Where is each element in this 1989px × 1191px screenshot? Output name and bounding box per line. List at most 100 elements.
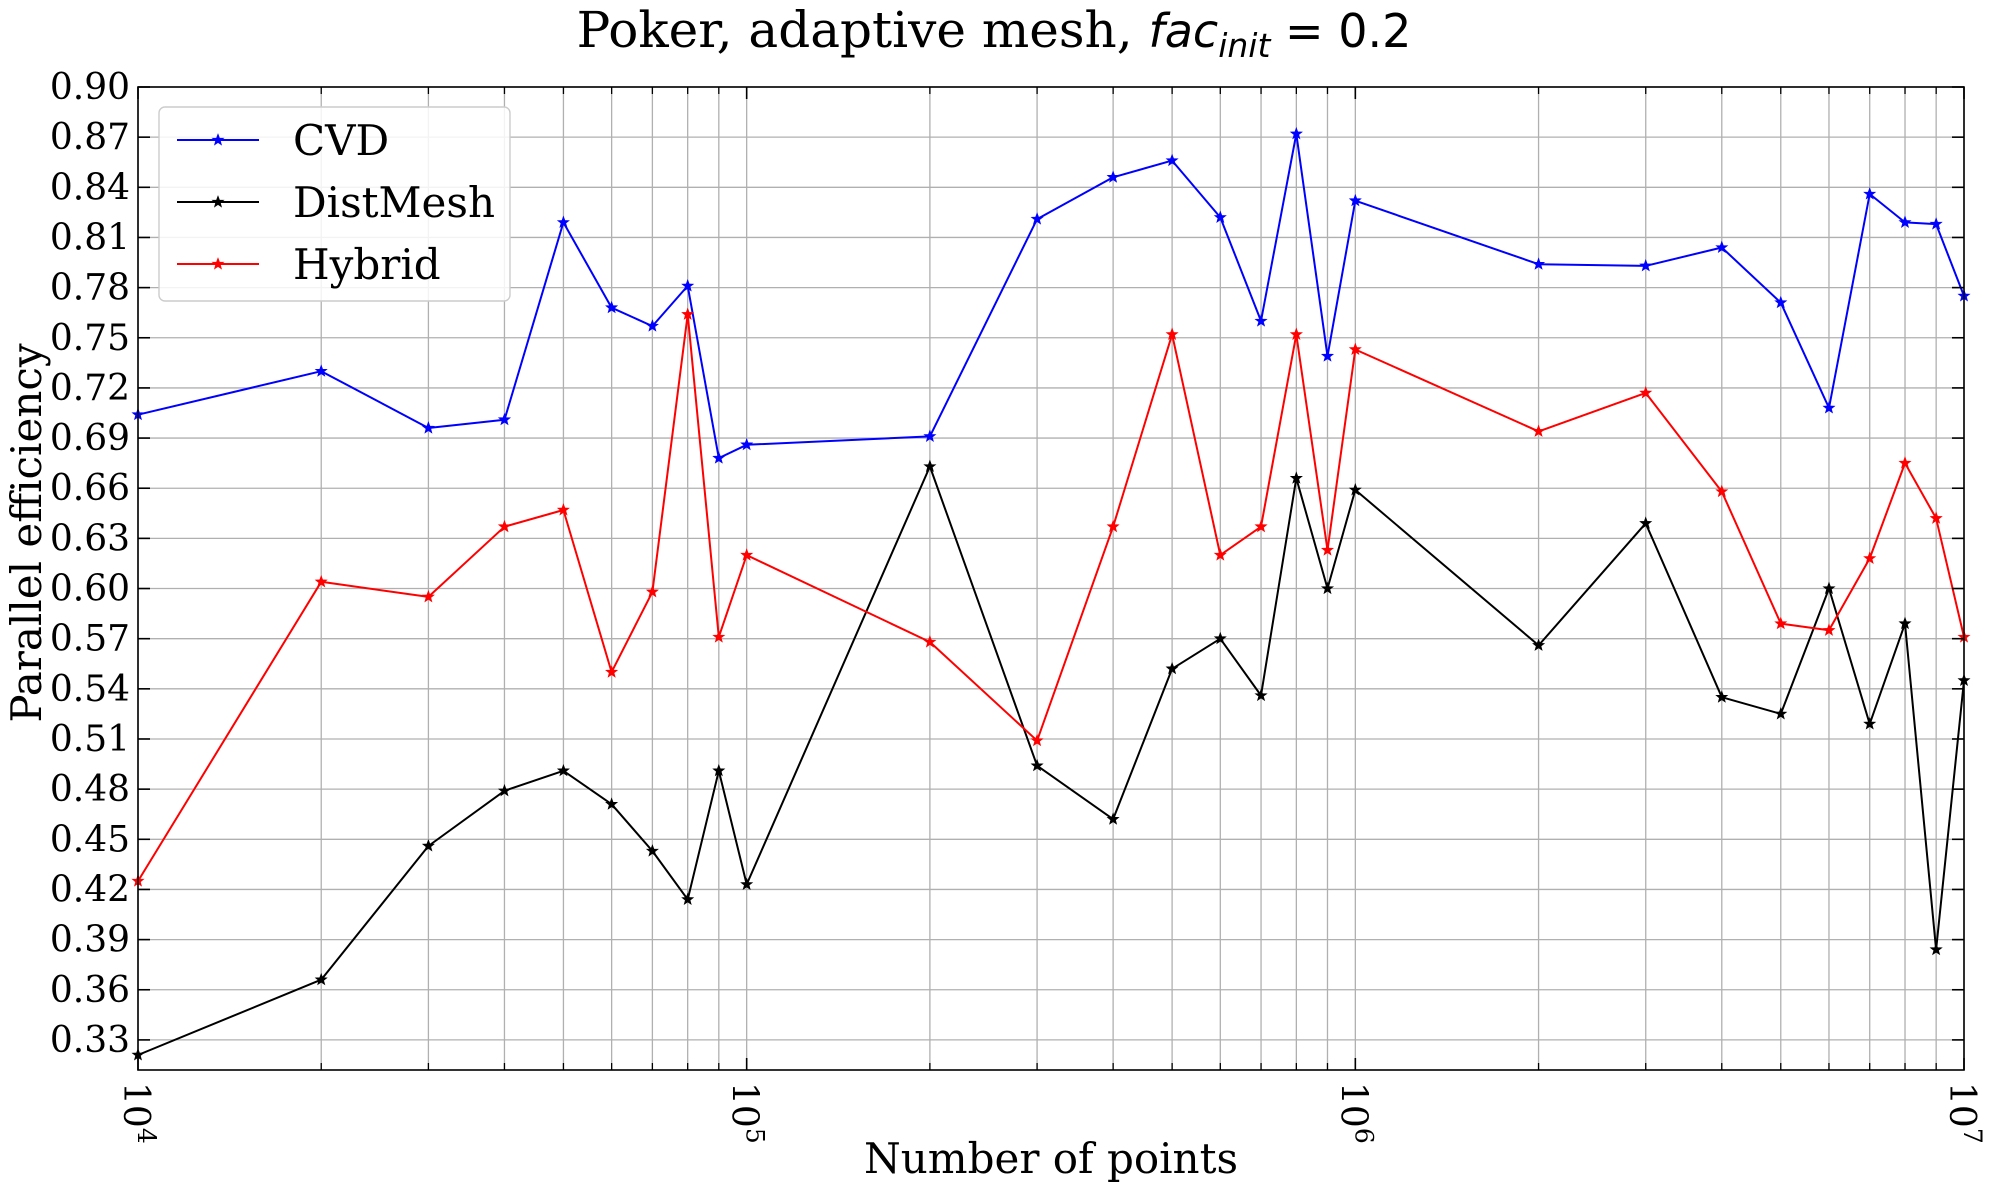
data-point-marker [1320,349,1335,362]
y-tick-label: 0.60 [50,569,130,610]
chart-title-subscript: init [1218,26,1271,65]
data-point-marker [712,763,726,777]
data-point-marker [1320,581,1335,595]
data-point-marker [421,421,435,434]
data-point-marker [1774,616,1788,630]
data-point-marker [1106,812,1120,825]
data-point-marker [923,429,937,443]
data-point-marker [681,892,695,905]
grid [137,86,1965,1070]
data-point-marker [1863,717,1877,730]
data-point-marker [1254,519,1268,533]
y-tick-label: 0.75 [50,318,130,359]
data-point-marker [605,797,619,810]
data-point-marker [1929,511,1943,524]
data-point-marker [1348,483,1362,496]
axis-ticks [137,86,1965,1070]
y-tick-label: 0.81 [50,217,130,258]
data-point-marker [645,585,659,598]
legend: CVD DistMesh Hybrid [158,106,511,302]
data-point-marker [1532,424,1546,437]
x-axis-label: Number of points [864,1134,1238,1183]
data-point-marker [1898,215,1912,229]
legend-frame [158,106,511,302]
data-point-marker [1532,638,1546,651]
data-point-marker [314,972,328,986]
data-point-marker [1213,548,1227,561]
data-point-marker [1639,386,1653,399]
x-axis-tick-labels: 104 105 106 107 [115,1082,1987,1144]
data-point-marker [1289,126,1303,140]
data-point-marker [1348,193,1362,207]
series-distmesh [131,459,1971,1061]
data-point-marker [1030,733,1044,747]
y-tick-label: 0.57 [50,619,130,660]
series-cvd [131,126,1971,464]
series-line-hybrid [137,313,1965,882]
data-point-marker [556,503,570,516]
y-axis-label: Parallel efficiency [2,343,51,723]
series-hybrid [131,307,1971,887]
data-point-marker [1639,516,1653,529]
data-point-marker [1898,616,1912,630]
data-point-marker [740,548,754,561]
data-point-marker [497,412,511,426]
data-point-marker [211,133,225,146]
data-point-marker [211,195,225,208]
data-point-marker [681,279,695,292]
data-point-marker [1106,170,1120,183]
data-point-marker [1254,688,1268,702]
data-point-marker [1030,758,1044,772]
x-tick-label: 106 [1332,1082,1378,1144]
data-point-marker [740,437,754,451]
data-point-marker [1863,187,1877,200]
data-point-marker [314,364,328,377]
data-point-marker [1822,623,1836,636]
data-point-marker [1822,581,1836,595]
data-point-marker [1898,456,1912,469]
data-point-marker [1774,295,1788,309]
series-line-distmesh [137,465,1965,1056]
y-tick-label: 0.45 [50,819,130,860]
data-point-marker [1639,259,1653,272]
y-tick-label: 0.51 [50,719,130,760]
series-line-cvd [137,132,1965,460]
data-point-marker [1254,314,1268,327]
chart-title-math: fac [1149,4,1219,58]
data-point-marker [1715,484,1729,498]
data-point-marker [645,319,659,332]
y-tick-label: 0.54 [50,669,130,710]
y-tick-label: 0.90 [50,67,130,108]
data-point-marker [1532,257,1546,270]
data-point-marker [712,630,726,643]
data-point-marker [1929,217,1943,230]
legend-label-distmesh: DistMesh [293,178,495,227]
chart-title-value: = 0.2 [1270,4,1411,58]
x-tick-label: 107 [1941,1082,1987,1144]
y-tick-label: 0.48 [50,769,130,810]
data-point-marker [556,763,570,777]
data-point-marker [605,665,619,678]
data-point-marker [1863,551,1877,564]
data-point-marker [923,459,937,472]
y-tick-label: 0.42 [50,869,130,910]
chart-title: Poker, adaptive mesh, facinit = 0.2 [577,1,1412,65]
data-point-marker [421,590,435,603]
data-point-marker [556,215,570,229]
y-tick-label: 0.69 [50,418,130,459]
data-point-marker [645,844,659,857]
data-point-marker [1165,661,1179,675]
y-tick-label: 0.78 [50,268,130,309]
data-point-marker [923,635,937,648]
y-tick-label: 0.63 [50,518,130,559]
y-tick-label: 0.33 [50,1020,130,1061]
data-point-marker [1289,471,1303,484]
data-point-marker [605,300,619,314]
data-point-marker [1213,631,1227,645]
data-point-marker [1715,690,1729,703]
y-tick-label: 0.66 [50,468,130,509]
y-tick-label: 0.36 [50,970,130,1011]
y-tick-label: 0.87 [50,117,130,158]
data-point-marker [740,877,754,890]
